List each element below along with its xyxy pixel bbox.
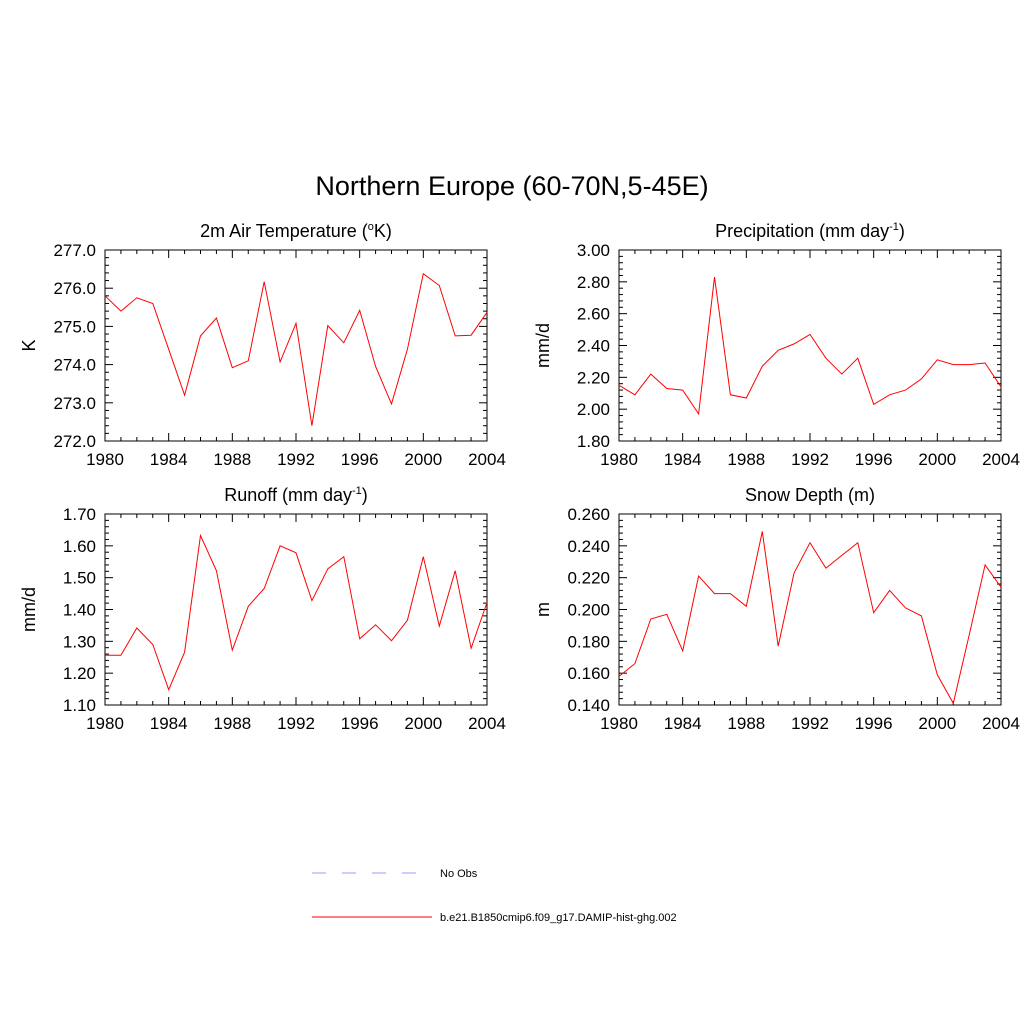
x-tick-label: 1988 [213,450,251,469]
y-tick-label: 1.70 [63,505,96,524]
x-tick-label: 1996 [855,450,893,469]
y-tick-label: 1.30 [63,632,96,651]
series-line [105,533,488,692]
y-tick-label: 1.80 [577,432,610,451]
y-axis-label: mm/d [19,587,39,632]
y-tick-label: 275.0 [53,317,96,336]
plot-frame [618,249,1002,442]
x-tick-label: 2000 [918,714,956,733]
y-tick-label: 2.60 [577,305,610,324]
y-axis-label: mm/d [533,323,553,368]
panel-title: Snow Depth (m) [745,485,875,505]
y-tick-label: 1.20 [63,664,96,683]
series-line [618,277,1002,416]
y-tick-label: 0.260 [567,505,610,524]
x-tick-label: 2004 [468,714,506,733]
y-tick-label: 272.0 [53,432,96,451]
panel-title: Runoff (mm day-1) [224,485,368,505]
x-tick-label: 1980 [600,714,638,733]
x-tick-label: 2000 [404,450,442,469]
y-tick-label: 274.0 [53,356,96,375]
y-tick-label: 276.0 [53,279,96,298]
y-tick-label: 0.160 [567,664,610,683]
legend-label: No Obs [440,868,478,880]
x-tick-label: 1992 [277,450,315,469]
legend: No Obs b.e21.B1850cmip6.f09_g17.DAMIP-his… [312,868,677,924]
chart-panel: Precipitation (mm day-1) mm/d 1980 1984 1988… [533,221,1020,469]
x-tick-label: 1980 [86,450,124,469]
y-tick-label: 2.40 [577,337,610,356]
y-axis-label: m [533,602,553,617]
y-tick-label: 2.20 [577,368,610,387]
plot-frame [104,513,488,706]
series-line [104,272,488,426]
y-tick-label: 0.220 [567,569,610,588]
x-tick-label: 2004 [468,450,506,469]
x-tick-label: 1992 [791,714,829,733]
x-tick-label: 1992 [791,450,829,469]
panels: 2m Air Temperature (oK) K 1980 1984 1988 1992… [19,221,1020,733]
y-tick-label: 0.240 [567,537,610,556]
y-tick-label: 3.00 [577,241,610,260]
y-tick-label: 273.0 [53,394,96,413]
x-tick-label: 1984 [150,450,188,469]
legend-label: b.e21.B1850cmip6.f09_g17.DAMIP-hist-ghg.… [440,912,677,924]
y-tick-label: 0.140 [567,696,610,715]
y-tick-label: 1.10 [63,696,96,715]
x-tick-label: 1996 [855,714,893,733]
legend-entry: No Obs [312,868,478,880]
chart-panel: Runoff (mm day-1) mm/d 1980 1984 1988 1992 199… [19,485,506,733]
y-tick-label: 2.00 [577,400,610,419]
x-tick-label: 1992 [277,714,315,733]
chart-panel: 2m Air Temperature (oK) K 1980 1984 1988 1992… [19,221,506,469]
y-tick-label: 1.60 [63,537,96,556]
y-tick-label: 2.80 [577,273,610,292]
x-tick-label: 2004 [982,450,1020,469]
x-tick-label: 1988 [727,450,765,469]
x-tick-label: 1980 [86,714,124,733]
legend-entry: b.e21.B1850cmip6.f09_g17.DAMIP-hist-ghg.… [312,912,677,924]
x-tick-label: 1980 [600,450,638,469]
series-line [618,531,1002,705]
panel-title: 2m Air Temperature (oK) [200,221,392,241]
x-tick-label: 1984 [664,450,702,469]
panel-title: Precipitation (mm day-1) [715,221,905,241]
y-tick-label: 1.50 [63,569,96,588]
x-tick-label: 2004 [982,714,1020,733]
x-tick-label: 1984 [150,714,188,733]
chart-panel: Snow Depth (m) m 1980 1984 1988 1992 1996 2000 2… [533,485,1020,733]
y-tick-label: 0.180 [567,632,610,651]
x-tick-label: 1984 [664,714,702,733]
x-tick-label: 2000 [918,450,956,469]
x-tick-label: 1996 [341,450,379,469]
y-tick-label: 0.200 [567,601,610,620]
y-tick-label: 277.0 [53,241,96,260]
main-title: Northern Europe (60-70N,5-45E) [315,171,708,201]
y-axis-label: K [19,339,39,351]
x-tick-label: 2000 [404,714,442,733]
x-tick-label: 1996 [341,714,379,733]
x-tick-label: 1988 [727,714,765,733]
y-tick-label: 1.40 [63,601,96,620]
x-tick-label: 1988 [213,714,251,733]
